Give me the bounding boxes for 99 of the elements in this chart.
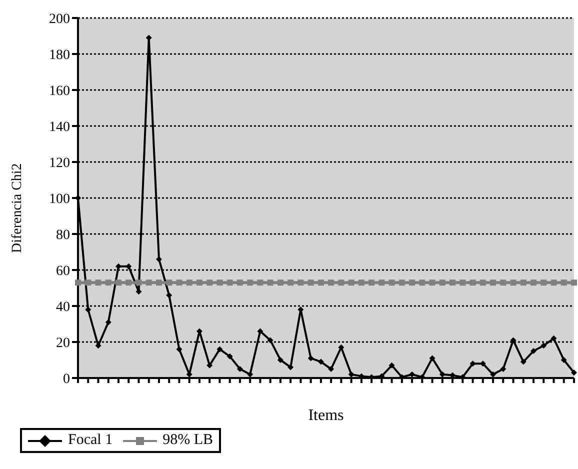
point	[136, 280, 142, 286]
point	[550, 335, 557, 342]
point	[247, 371, 254, 378]
point	[398, 280, 405, 286]
point	[216, 346, 223, 352]
point	[277, 357, 284, 363]
point	[288, 280, 294, 286]
point	[257, 280, 264, 286]
point	[470, 280, 476, 286]
point	[429, 280, 436, 286]
point	[450, 280, 456, 286]
point	[146, 280, 152, 286]
y-tick-label: 120	[49, 156, 70, 171]
point	[328, 280, 334, 286]
point	[226, 280, 233, 286]
y-tick-label: 80	[56, 228, 70, 243]
point	[460, 280, 466, 286]
point	[166, 292, 172, 298]
point	[115, 263, 122, 270]
y-tick-label: 140	[49, 120, 70, 135]
point	[126, 263, 132, 270]
y-tick-label: 180	[49, 48, 70, 63]
point	[500, 366, 506, 372]
point	[288, 364, 294, 370]
point	[126, 280, 132, 286]
point	[409, 371, 416, 378]
y-tick-label: 0	[63, 372, 70, 387]
point	[419, 280, 426, 286]
point	[338, 344, 344, 350]
point	[510, 280, 516, 286]
point	[328, 366, 334, 372]
point	[510, 337, 516, 344]
point	[490, 280, 496, 286]
point	[257, 328, 264, 334]
point	[378, 280, 385, 286]
point	[490, 371, 496, 378]
y-tick-label: 200	[49, 12, 70, 27]
point	[236, 280, 243, 286]
point	[156, 256, 162, 262]
point	[226, 353, 233, 360]
point	[166, 280, 172, 286]
point	[318, 358, 324, 365]
point	[298, 280, 304, 286]
point	[480, 280, 486, 286]
point	[277, 280, 284, 286]
point	[530, 280, 537, 286]
point	[267, 280, 274, 286]
point	[75, 280, 81, 286]
point	[115, 280, 122, 286]
point	[409, 280, 416, 286]
point	[358, 280, 364, 286]
point	[348, 280, 354, 286]
y-tick-label: 60	[56, 264, 70, 279]
point	[156, 280, 162, 286]
point	[186, 280, 192, 286]
y-tick-label: 20	[56, 336, 70, 351]
point	[368, 280, 375, 286]
point	[95, 280, 102, 286]
point	[348, 371, 354, 378]
point	[439, 371, 446, 378]
point	[267, 337, 274, 344]
point	[247, 280, 254, 286]
point	[85, 280, 92, 286]
point	[520, 358, 526, 365]
point	[196, 280, 202, 286]
x-axis-title: Items	[308, 407, 344, 424]
legend-label: 98% LB	[162, 432, 213, 449]
point	[550, 280, 557, 286]
point	[105, 319, 112, 326]
point	[318, 280, 324, 286]
point	[540, 280, 547, 286]
point	[206, 280, 213, 286]
point	[439, 280, 446, 286]
point	[216, 280, 223, 286]
point	[560, 357, 567, 363]
point	[308, 280, 314, 286]
point	[571, 280, 577, 286]
point	[206, 362, 213, 368]
point	[500, 280, 506, 286]
legend-label: Focal 1	[67, 432, 113, 449]
y-tick-label: 160	[49, 84, 70, 99]
point	[520, 280, 526, 286]
point	[540, 342, 547, 349]
y-tick-label: 40	[56, 300, 70, 315]
point	[429, 355, 436, 362]
point	[105, 280, 112, 286]
point	[388, 362, 395, 368]
y-axis-title: Diferencia Chi2	[10, 163, 25, 253]
point	[85, 306, 92, 313]
point	[176, 280, 182, 286]
point	[571, 370, 577, 376]
point	[176, 346, 182, 352]
point	[530, 348, 537, 354]
point	[560, 280, 567, 286]
point	[308, 355, 314, 362]
point	[388, 280, 395, 286]
y-tick-label: 100	[49, 192, 70, 207]
point	[338, 280, 344, 286]
point	[236, 366, 243, 372]
